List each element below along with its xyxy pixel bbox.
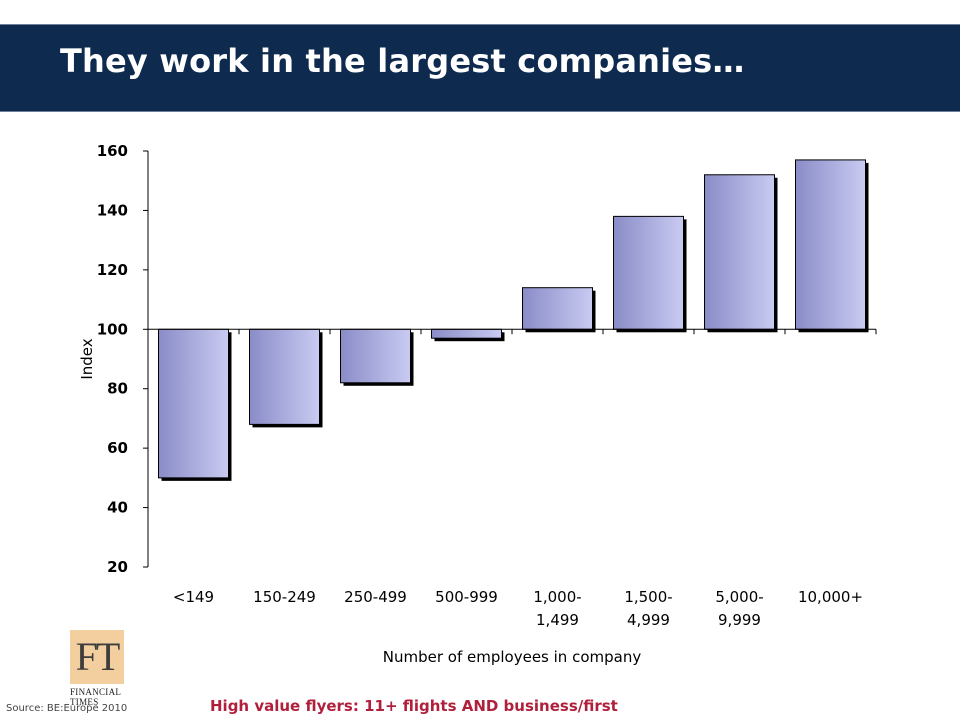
- x-axis-title: Number of employees in company: [383, 648, 642, 666]
- title-bar: They work in the largest companies…: [0, 24, 960, 112]
- footnote: High value flyers: 11+ flights AND busin…: [210, 697, 618, 715]
- x-tick-label: <149: [173, 588, 214, 606]
- x-tick-label: 500-999: [435, 588, 498, 606]
- bar-1: [249, 328, 320, 425]
- bar-5: [613, 215, 684, 330]
- y-tick-label: 40: [107, 499, 128, 517]
- y-tick-label: 160: [97, 142, 128, 160]
- x-tick-label: 10,000+: [798, 588, 863, 606]
- y-tick-label: 80: [107, 380, 128, 398]
- y-tick-label: 100: [97, 320, 128, 338]
- bar-2: [340, 328, 411, 384]
- y-tick-label: 60: [107, 439, 128, 457]
- bar-3: [431, 328, 502, 339]
- logo-line-1: FINANCIAL: [70, 687, 122, 697]
- bar-4: [522, 287, 593, 330]
- x-tick-label: 1,500-4,999: [624, 588, 672, 629]
- page-title: They work in the largest companies…: [60, 42, 745, 80]
- ft-logo: FT FINANCIAL TIMES: [70, 630, 124, 708]
- ft-logo-icon: FT: [70, 630, 124, 684]
- x-tick-label: 150-249: [253, 588, 316, 606]
- y-tick-label: 140: [97, 201, 128, 219]
- x-tick-label: 250-499: [344, 588, 407, 606]
- x-tick-label: 5,000-9,999: [715, 588, 763, 629]
- bar-7: [795, 159, 866, 330]
- y-axis-title: Index: [78, 338, 96, 379]
- bar-0: [158, 328, 229, 479]
- x-tick-label: 1,000-1,499: [533, 588, 581, 629]
- y-tick-label: 20: [107, 558, 128, 576]
- source-note: Source: BE:Europe 2010: [6, 703, 128, 714]
- bar-6: [704, 174, 775, 330]
- logo-line-2: TIMES: [70, 697, 99, 707]
- y-tick-label: 120: [97, 261, 128, 279]
